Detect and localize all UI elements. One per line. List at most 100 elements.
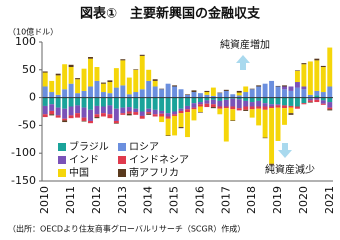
bar-segment [282,86,287,90]
source-note: （出所：OECDより住友商事グローバルリサーチ（SCGR）作成） [8,224,245,234]
bar-segment [126,107,132,112]
bar-segment [288,86,294,91]
bar-segment [120,85,126,98]
bar-segment [275,86,281,98]
bar-segment [223,90,229,98]
bar-segment [320,97,326,101]
bar-segment [269,80,275,98]
bar-segment [275,85,281,87]
bar-segment [113,123,119,124]
bar-segment [42,71,48,73]
y-axis-unit: （10億ドル） [8,27,58,37]
bar-segment [152,97,158,110]
bar-segment [191,103,197,108]
bar-segment [88,109,93,121]
bar-segment [113,68,119,88]
bar-segment [81,90,87,98]
bar-segment [282,85,287,87]
bar-segment [210,97,216,100]
bar-segment [236,97,242,100]
bar-segment [42,97,48,106]
bar-segment [133,112,139,115]
bar-segment [100,106,106,114]
bar-segment [301,64,307,87]
bar-segment [191,107,197,110]
bar-segment [282,97,287,106]
bar-segment [172,97,178,112]
bar-segment [294,97,300,107]
bar-segment [327,97,333,103]
bar-segment [210,104,216,108]
bar-segment [230,120,236,121]
bar-segment [49,114,55,116]
bar-segment [139,111,145,116]
bar-segment [204,90,210,93]
legend-swatch [58,156,66,164]
bar-segment [126,111,132,114]
bar-segment [307,100,313,103]
bar-segment [262,97,268,104]
bar-segment [139,55,145,90]
bar-segment [49,110,55,115]
bar-segment [120,107,126,114]
bar-segment [68,67,74,84]
bar-segment [191,97,197,104]
legend-label: 中国 [69,166,89,179]
bar-segment [236,92,242,96]
bar-segment [75,97,81,106]
bar-segment [249,97,255,103]
bar-segment [42,105,48,115]
bar-segment [178,113,184,128]
bar-segment [217,108,223,115]
bar-segment [126,113,132,116]
bar-segment [282,89,287,98]
bar-segment [42,86,48,98]
bar-segment [152,79,158,81]
bar-segment [152,109,158,115]
bar-segment [100,113,106,117]
bar-segment [307,98,313,101]
bar-segment [159,89,165,98]
bar-segment [256,97,262,101]
bar-segment [62,120,68,123]
legend-swatch [58,143,66,151]
chart-title: 図表① 主要新興国の金融収支 [80,6,261,22]
legend-label: ブラジル [69,140,109,153]
x-tick-label: 2016 [193,186,206,214]
bar-segment [301,97,307,104]
bar-segment [288,97,294,106]
bar-segment [55,115,61,118]
bar-segment [327,107,333,110]
bar-segment [185,94,190,95]
bar-segment [210,87,216,96]
bar-segment [294,82,300,88]
bar-segment [256,106,262,109]
bar-segment [152,86,158,98]
bar-segment [314,58,320,61]
bar-segment [269,104,275,107]
bar-segment [307,102,313,103]
x-tick-label: 2020 [297,186,310,214]
legend-label: インドネシア [129,154,189,166]
bar-segment [314,90,320,96]
x-tick-label: 2015 [168,186,181,214]
bar-segment [146,69,152,81]
bar-segment [62,64,68,90]
bar-segment [55,94,61,98]
bar-segment [243,86,249,93]
bar-segment [217,92,223,94]
bar-segment [133,92,139,98]
bar-segment [62,118,68,121]
bar-segment [178,110,184,114]
bar-segment [165,113,171,117]
bar-segment [94,105,100,115]
bar-segment [243,109,249,111]
bar-segment [159,88,165,90]
bar-segment [88,120,93,124]
bar-segment [113,87,119,98]
bar-segment [236,95,242,98]
bar-segment [178,108,184,111]
bar-segment [249,102,255,107]
x-tick-label: 2011 [64,186,77,214]
